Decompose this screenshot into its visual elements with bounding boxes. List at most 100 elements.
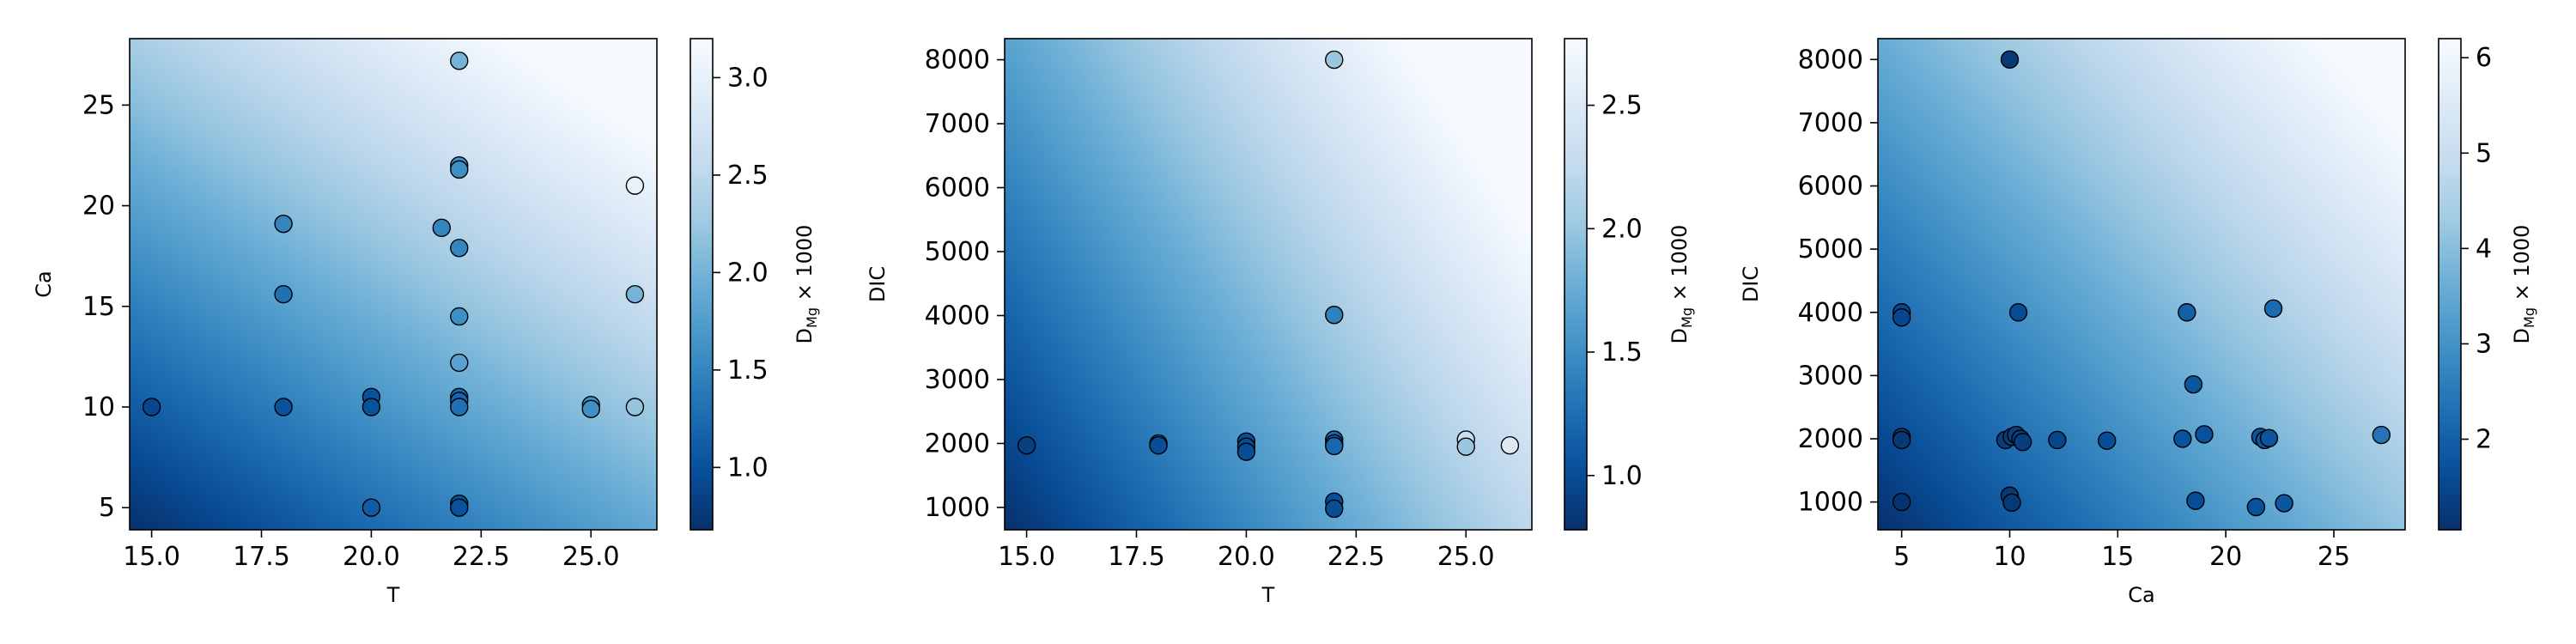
x-tick-label: 15.0 <box>123 542 180 572</box>
colorbar-label: DMg × 1000 <box>793 225 820 344</box>
x-tick-label: 10 <box>1993 542 2026 572</box>
data-point <box>2048 430 2067 450</box>
plot-frame <box>1877 38 2406 531</box>
x-tick-label: 15 <box>2101 542 2134 572</box>
colorbar-tick-label: 2 <box>2476 424 2492 454</box>
y-tick-label: 6000 <box>1798 172 1863 202</box>
colorbar-label: DMg × 1000 <box>1668 225 1695 344</box>
y-tick-label: 25 <box>82 90 115 120</box>
data-point <box>2186 491 2205 510</box>
data-point <box>1325 436 1344 456</box>
data-point <box>1325 50 1344 70</box>
x-tick-label: 25 <box>2318 542 2350 572</box>
data-point <box>2002 493 2021 513</box>
x-axis-label: T <box>386 583 400 607</box>
data-point <box>361 498 381 517</box>
y-tick-label: 6000 <box>925 173 990 204</box>
y-tick-label: 1000 <box>1798 488 1863 518</box>
colorbar-tick-label: 4 <box>2476 234 2492 264</box>
y-tick-label: 3000 <box>925 365 990 395</box>
y-tick-label: 2000 <box>925 428 990 459</box>
colorbar-tick-label: 3.0 <box>727 63 769 93</box>
data-point <box>1017 435 1036 455</box>
y-tick-label: 5 <box>99 493 115 523</box>
data-point <box>1149 435 1168 455</box>
data-point <box>2263 299 2283 319</box>
x-tick-label: 17.5 <box>233 542 290 572</box>
data-point <box>581 399 600 419</box>
data-point <box>274 398 293 416</box>
y-axis-label: Ca <box>32 270 56 297</box>
colorbar-tick-label: 1.0 <box>1601 461 1643 491</box>
x-tick-label: 25.0 <box>562 542 620 572</box>
x-tick-label: 15.0 <box>998 542 1055 572</box>
x-tick-label: 5 <box>1893 542 1910 572</box>
y-tick-label: 7000 <box>925 109 990 139</box>
y-tick-label: 8000 <box>925 46 990 76</box>
x-axis-label: T <box>1261 583 1275 607</box>
data-point <box>2013 432 2032 452</box>
data-point <box>2178 303 2196 322</box>
data-point <box>274 285 293 304</box>
data-point <box>142 398 161 416</box>
heatmap-background <box>130 39 657 530</box>
y-tick-label: 4000 <box>1798 298 1863 328</box>
colorbar-tick-label: 2.5 <box>727 161 769 191</box>
y-axis-label: DIC <box>866 266 890 302</box>
y-tick-label: 8000 <box>1798 45 1863 75</box>
colorbar-tick-label: 2.5 <box>1601 91 1643 121</box>
colorbar-tick-label: 1.5 <box>727 355 769 386</box>
colorbar-tick-label: 2.0 <box>727 258 769 288</box>
data-point <box>361 398 381 416</box>
data-point <box>2275 494 2293 513</box>
data-point <box>2098 431 2117 450</box>
y-tick-label: 15 <box>82 292 115 322</box>
y-tick-label: 1000 <box>925 493 990 523</box>
y-tick-label: 5000 <box>925 237 990 267</box>
y-tick-label: 4000 <box>925 301 990 331</box>
data-point <box>2259 428 2279 447</box>
heatmap-background <box>1878 39 2405 530</box>
data-point <box>450 498 469 517</box>
y-axis-label: DIC <box>1739 266 1763 302</box>
y-tick-label: 7000 <box>1798 108 1863 138</box>
colorbar-tick-label: 6 <box>2476 43 2492 73</box>
y-tick-label: 20 <box>82 191 115 222</box>
colorbar <box>690 38 714 531</box>
data-point <box>450 52 469 70</box>
x-tick-label: 17.5 <box>1108 542 1165 572</box>
data-point <box>2008 303 2028 322</box>
y-tick-label: 3000 <box>1798 361 1863 391</box>
data-point <box>450 398 469 416</box>
colorbar-tick-label: 3 <box>2476 329 2492 359</box>
data-point <box>1500 435 1520 455</box>
plot-frame <box>1004 38 1533 531</box>
data-point <box>625 176 645 195</box>
data-point <box>1892 430 1911 450</box>
data-point <box>2184 374 2203 394</box>
data-point <box>1325 306 1344 325</box>
data-point <box>450 239 469 258</box>
colorbar <box>2438 38 2462 531</box>
colorbar <box>1564 38 1588 531</box>
data-point <box>450 353 469 373</box>
data-point <box>2173 429 2192 448</box>
plot-frame <box>129 38 658 531</box>
data-point <box>1236 442 1256 461</box>
data-point <box>2000 50 2020 69</box>
panel-t-vs-ca: 15.0 17.5 20.0 22.5 25.0 5 10 15 20 25 T Ca 1.0 1.5 2.… <box>32 38 820 607</box>
data-point <box>625 285 645 304</box>
colorbar-tick-label: 2.0 <box>1601 214 1643 244</box>
data-point <box>2372 425 2391 445</box>
x-tick-label: 22.5 <box>453 542 510 572</box>
colorbar-tick-label: 1.0 <box>727 453 769 483</box>
colorbar-label: DMg × 1000 <box>2510 225 2537 344</box>
data-point <box>1892 492 1911 512</box>
x-tick-label: 20.0 <box>343 542 400 572</box>
y-tick-label: 2000 <box>1798 424 1863 454</box>
panel-t-vs-dic: 15.0 17.5 20.0 22.5 25.0 1000 2000 3000 4000 5000… <box>866 38 1695 607</box>
colorbar-tick-label: 1.5 <box>1601 337 1643 368</box>
data-point <box>1456 437 1475 456</box>
data-point <box>450 160 469 179</box>
